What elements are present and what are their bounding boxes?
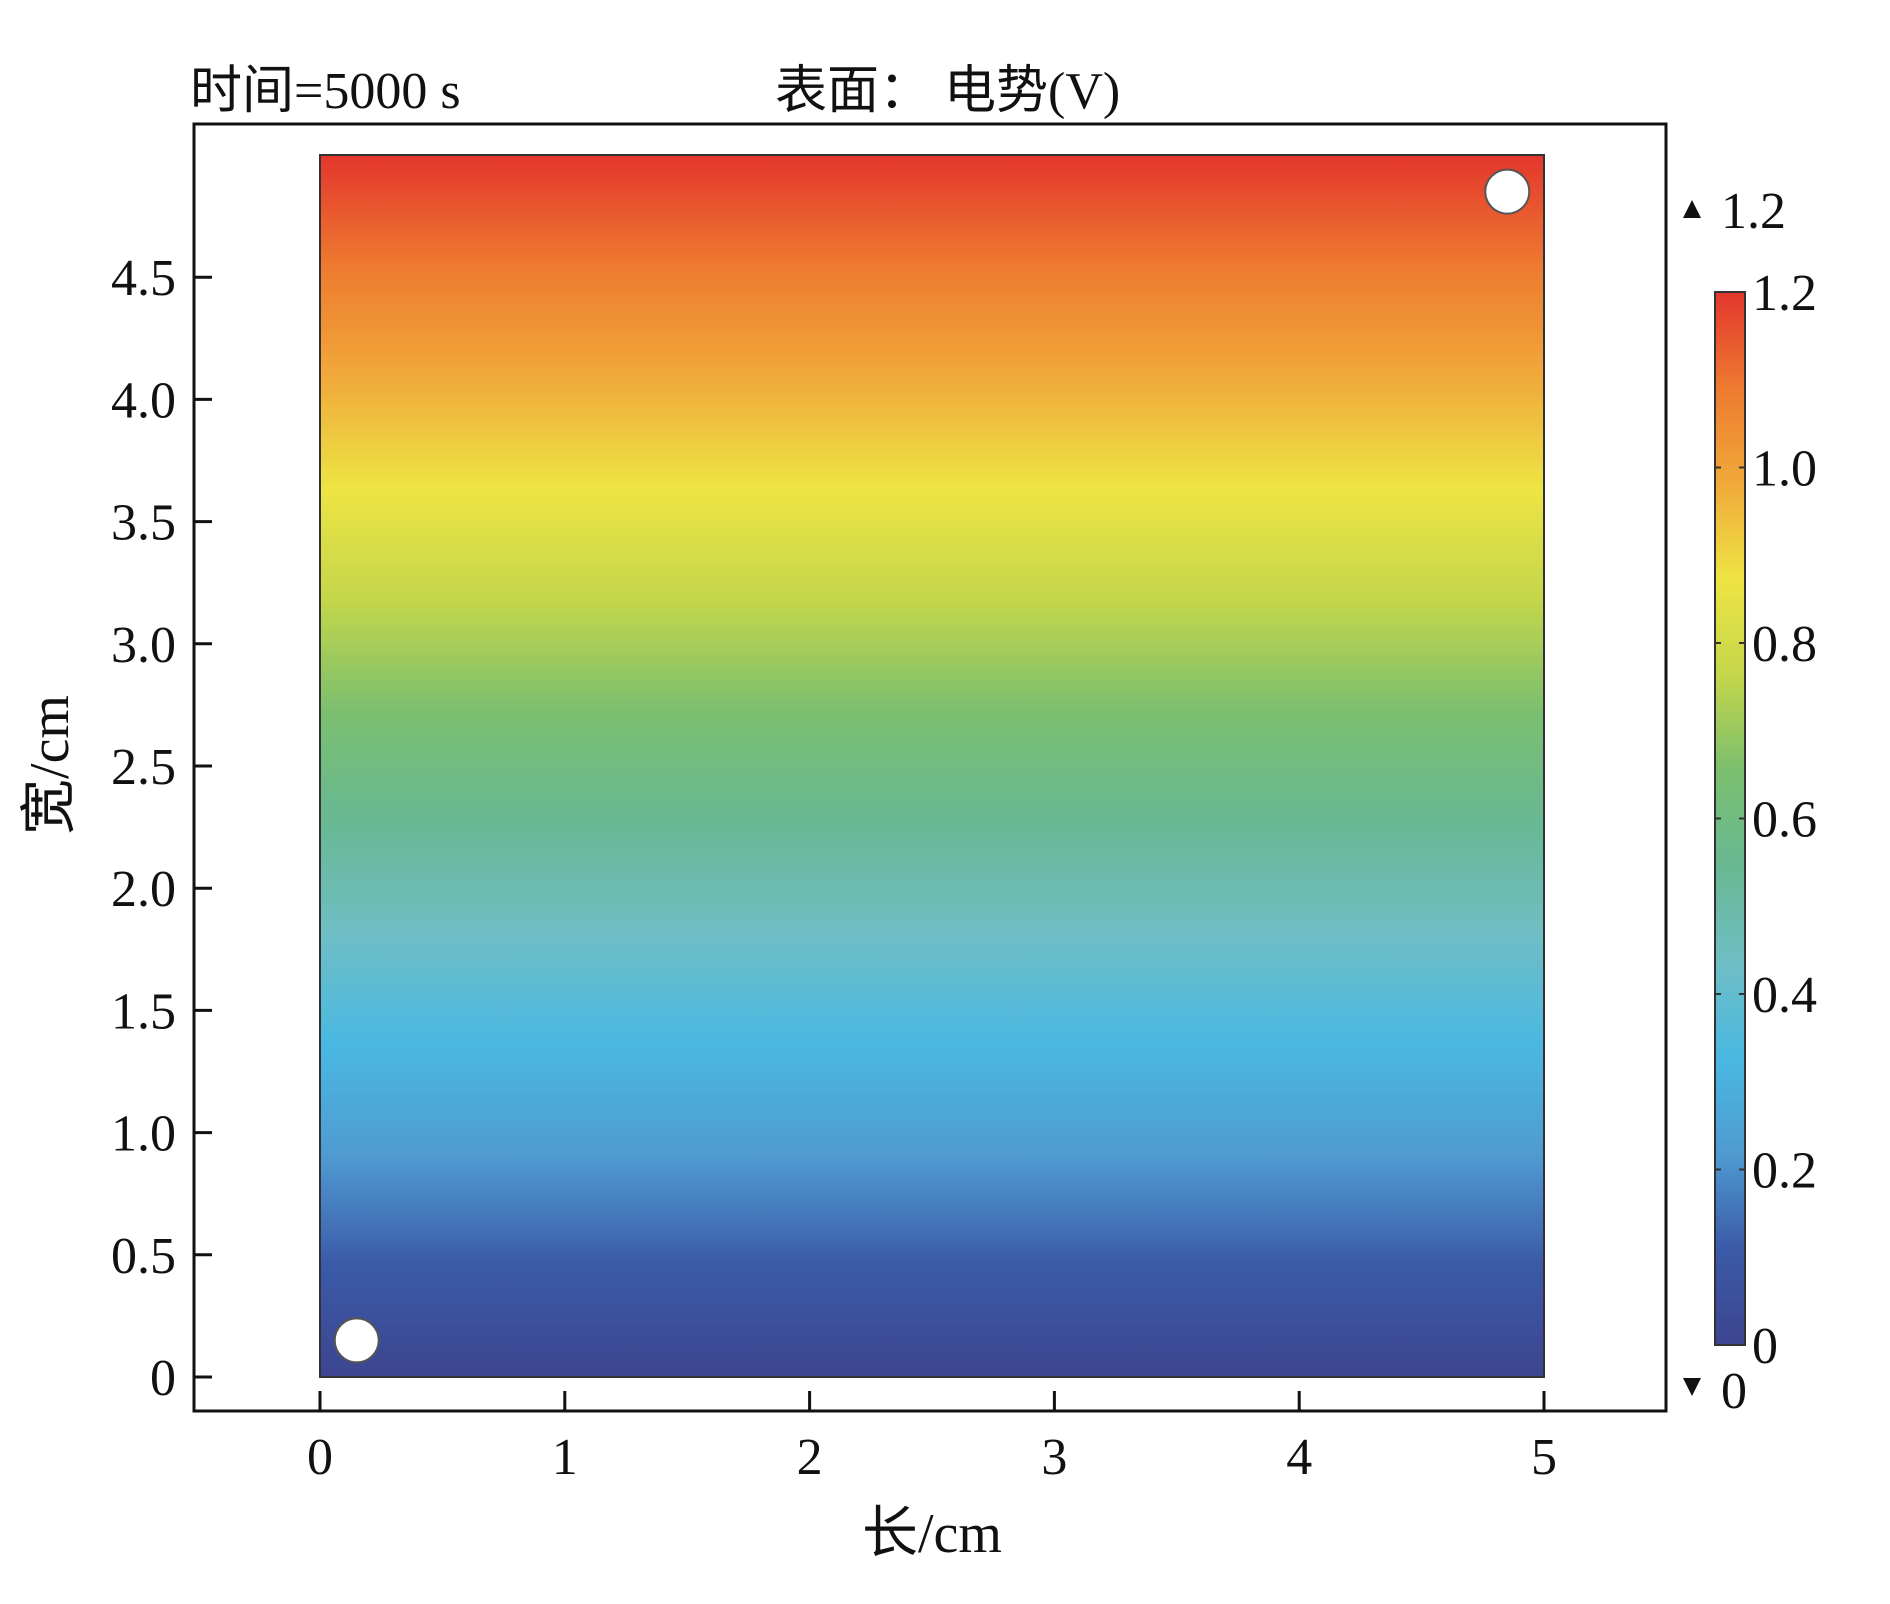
x-tick-label: 3 (1041, 1429, 1067, 1486)
y-tick-label: 0 (150, 1350, 176, 1407)
y-axis-label: 宽/cm (19, 695, 81, 835)
y-tick-label: 2.5 (111, 739, 176, 796)
colorbar-tick-label: 1.0 (1752, 441, 1817, 498)
y-tick-label: 4.0 (111, 372, 176, 429)
colorbar-tick-label: 1.2 (1752, 265, 1817, 322)
y-tick-label: 1.0 (111, 1106, 176, 1163)
x-tick-label: 0 (307, 1429, 333, 1486)
y-tick-label: 3.0 (111, 617, 176, 674)
colorbar-tick-label: 0.4 (1752, 967, 1817, 1024)
colorbar-tick-label: 0 (1752, 1318, 1778, 1375)
x-tick-label: 2 (797, 1429, 823, 1486)
x-axis-label: 长/cm (862, 1503, 1002, 1565)
y-tick-label: 0.5 (111, 1228, 176, 1285)
max-marker-icon (1683, 200, 1701, 218)
electrode-marker-top-right (1484, 168, 1531, 215)
colorbar-tick-label: 0.8 (1752, 616, 1817, 673)
colorbar-tick-label: 0.2 (1752, 1143, 1817, 1200)
colorbar-ticks: 0 0.2 0.4 0.6 0.8 1.0 1.2 (1715, 265, 1817, 1375)
y-axis: 0 0.5 1.0 1.5 2.0 2.5 3.0 3.5 4.0 4.5 (111, 250, 212, 1407)
min-marker-icon (1683, 1378, 1701, 1396)
x-tick-label: 5 (1531, 1429, 1557, 1486)
electrode-marker-bottom-left (333, 1317, 380, 1364)
y-tick-label: 2.0 (111, 861, 176, 918)
time-label: 时间=5000 s (190, 63, 461, 120)
heatmap-field (319, 154, 1545, 1378)
x-axis: 0 1 2 3 4 5 (307, 1391, 1557, 1486)
y-tick-label: 4.5 (111, 250, 176, 307)
y-tick-label: 3.5 (111, 495, 176, 552)
y-tick-label: 1.5 (111, 983, 176, 1040)
x-tick-label: 4 (1286, 1429, 1312, 1486)
colorbar-tick-label: 0.6 (1752, 792, 1817, 849)
colorbar-max-marker-label: 1.2 (1721, 183, 1786, 240)
x-tick-label: 1 (552, 1429, 578, 1486)
chart-title: 表面： 电势(V) (775, 63, 1120, 120)
colorbar-min-marker-label: 0 (1721, 1363, 1747, 1420)
